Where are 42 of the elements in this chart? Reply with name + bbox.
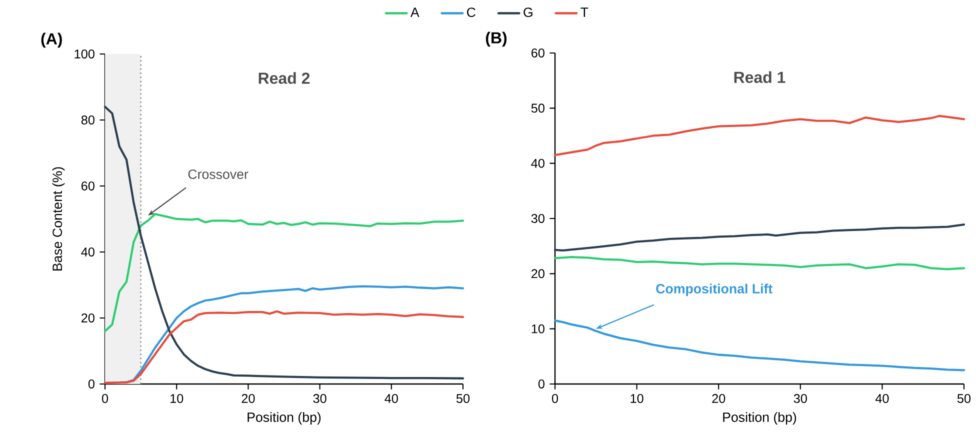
text: Read 1 bbox=[734, 71, 786, 83]
line-series bbox=[554, 114, 966, 156]
y-tick-label: 0 bbox=[538, 380, 544, 388]
x-tick-label: 30 bbox=[794, 394, 807, 403]
x-axis-title: Position (bp) bbox=[248, 412, 321, 425]
y-tick-label: 100 bbox=[74, 50, 94, 58]
y-tick-label: 20 bbox=[82, 314, 94, 322]
y-tick-label: 50 bbox=[531, 104, 544, 113]
x-axis-title: Position (bp) bbox=[723, 412, 796, 425]
legend-label: T bbox=[580, 8, 588, 17]
line-series bbox=[554, 256, 966, 270]
text: (B) bbox=[486, 32, 507, 47]
y-tick-label: 0 bbox=[88, 380, 94, 388]
annotation: Crossover bbox=[188, 170, 248, 179]
x-tick-label: 20 bbox=[242, 394, 255, 403]
x-tick-label: 0 bbox=[102, 394, 108, 403]
line-series bbox=[554, 223, 966, 252]
y-axis-title: Base Content (%) bbox=[52, 167, 65, 271]
y-tick-label: 40 bbox=[81, 248, 94, 256]
x-tick-label: 20 bbox=[712, 394, 726, 403]
y-tick-label: 20 bbox=[531, 269, 544, 278]
text: (A) bbox=[41, 32, 62, 48]
y-tick-label: 40 bbox=[531, 158, 544, 168]
x-tick-label: 10 bbox=[170, 394, 184, 403]
x-tick-label: 40 bbox=[384, 394, 398, 403]
annotation: Compositional Lift bbox=[656, 284, 772, 296]
x-tick-label: 30 bbox=[313, 394, 326, 403]
x-tick-label: 50 bbox=[957, 394, 971, 403]
y-tick-label: 80 bbox=[81, 116, 94, 124]
y-tick-label: 60 bbox=[532, 48, 544, 58]
y-tick-label: 30 bbox=[531, 214, 544, 223]
x-tick-label: 40 bbox=[875, 394, 889, 403]
legend-label: C bbox=[467, 8, 476, 18]
text: Read 2 bbox=[258, 72, 310, 84]
x-tick-label: 10 bbox=[630, 394, 644, 403]
x-tick-label: 50 bbox=[456, 394, 470, 403]
y-tick-label: 10 bbox=[532, 324, 544, 334]
line-series bbox=[554, 319, 966, 372]
y-tick-label: 60 bbox=[82, 182, 94, 190]
legend-label: A bbox=[410, 8, 420, 17]
legend-label: G bbox=[524, 8, 532, 18]
x-tick-label: 0 bbox=[552, 394, 558, 403]
